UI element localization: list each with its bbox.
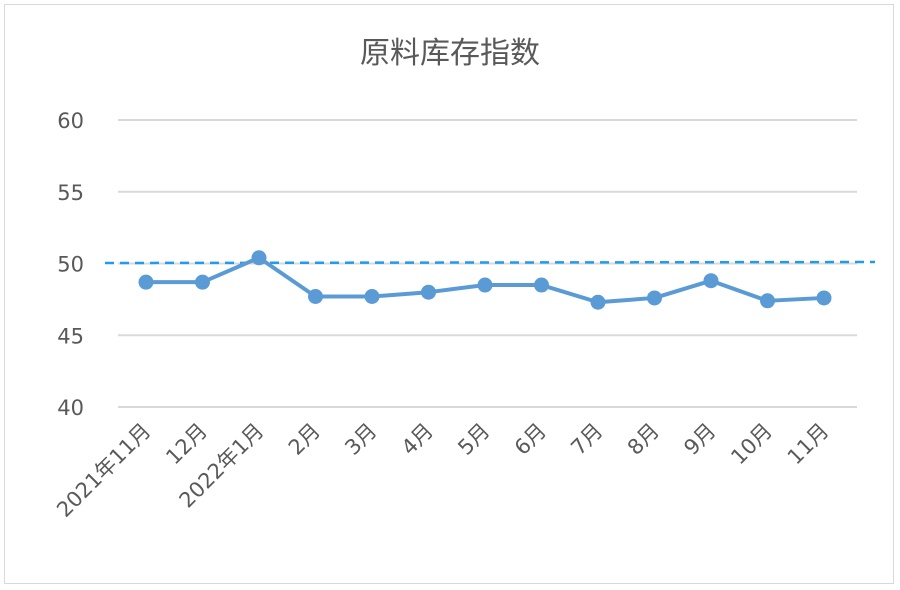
data-point — [421, 284, 436, 300]
data-point — [138, 274, 154, 290]
x-tick-label: 12月 — [161, 419, 212, 470]
data-point — [251, 250, 267, 266]
data-point — [816, 290, 832, 306]
y-tick-label: 45 — [57, 324, 84, 348]
x-tick-label: 6月 — [510, 419, 551, 460]
data-point — [195, 274, 210, 290]
y-tick-label: 55 — [57, 181, 84, 205]
x-tick-label: 7月 — [566, 419, 607, 460]
data-point — [760, 293, 775, 309]
reference-line — [104, 260, 876, 265]
y-tick-label: 50 — [57, 253, 84, 277]
data-point — [534, 277, 549, 293]
x-tick-label: 10月 — [726, 419, 777, 470]
x-tick-label: 4月 — [397, 419, 438, 460]
data-point — [590, 294, 606, 310]
x-tick-label: 2021年11月 — [52, 419, 155, 522]
data-point — [364, 289, 380, 305]
x-tick-label: 3月 — [340, 419, 381, 460]
x-tick-label: 5月 — [453, 419, 494, 460]
data-point — [308, 289, 323, 305]
x-tick-label: 2月 — [284, 419, 325, 460]
x-tick-label: 9月 — [679, 419, 720, 460]
x-tick-label: 11月 — [783, 419, 834, 470]
x-tick-label: 8月 — [623, 419, 664, 460]
y-tick-label: 60 — [57, 109, 84, 133]
data-point — [477, 277, 493, 293]
y-tick-label: 40 — [57, 396, 84, 420]
data-point — [647, 290, 662, 306]
chart-title: 原料库存指数 — [360, 36, 540, 71]
data-point — [703, 273, 719, 289]
